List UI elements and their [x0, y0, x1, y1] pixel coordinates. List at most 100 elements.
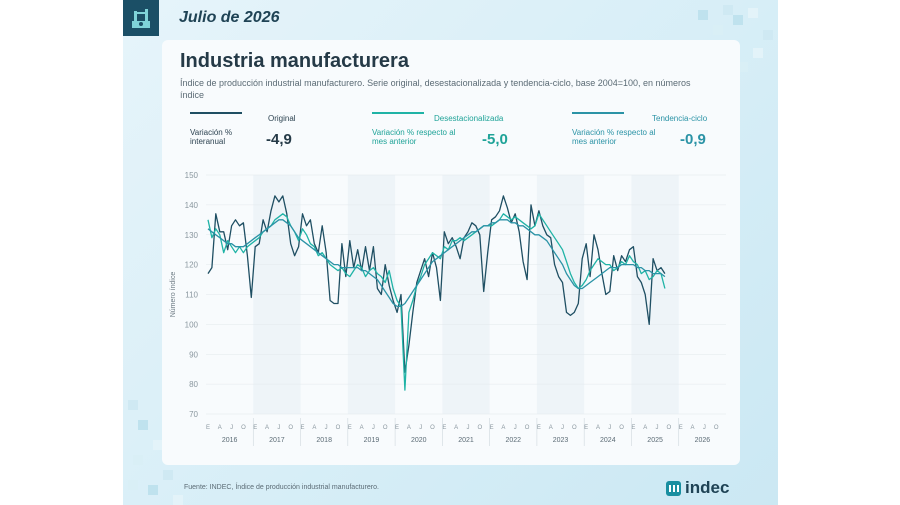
x-year-label: 2024 — [600, 437, 616, 444]
y-tick-label: 90 — [189, 350, 198, 359]
x-year-label: 2019 — [364, 437, 380, 444]
x-month-label: E — [253, 425, 257, 431]
x-month-label: J — [419, 425, 422, 431]
x-month-label: E — [679, 425, 683, 431]
x-month-label: J — [277, 425, 280, 431]
x-year-label: 2021 — [458, 437, 474, 444]
decorative-pixel — [723, 5, 733, 15]
y-tick-label: 110 — [185, 291, 198, 300]
x-month-label: O — [383, 425, 388, 431]
decorative-pixel — [763, 30, 773, 40]
x-month-label: E — [584, 425, 588, 431]
y-tick-label: 100 — [185, 320, 199, 329]
x-month-label: E — [206, 425, 210, 431]
x-month-label: O — [572, 425, 577, 431]
series-line-tendencia-ciclo — [207, 219, 666, 308]
x-month-label: J — [561, 425, 564, 431]
y-tick-label: 140 — [185, 201, 199, 210]
kpi-description: Variación % respecto al mes anterior — [372, 128, 456, 146]
header-badge — [123, 0, 159, 36]
x-year-label: 2023 — [553, 437, 569, 444]
production-index-chart: 70 80 90 100 110 120 130 140 150 Número índice E A J… — [170, 171, 726, 446]
decorative-pixel — [133, 455, 143, 465]
factory-icon — [132, 9, 150, 28]
decorative-pixel — [128, 400, 138, 410]
x-month-label: A — [360, 425, 364, 431]
x-year-label: 2020 — [411, 437, 427, 444]
report-date: Julio de 2026 — [179, 9, 280, 26]
x-month-label: A — [643, 425, 647, 431]
x-month-label: J — [703, 425, 706, 431]
indec-logo-icon — [666, 480, 681, 496]
x-month-label: O — [619, 425, 624, 431]
x-month-label: O — [714, 425, 719, 431]
kpi-value: -0,9 — [680, 131, 706, 148]
chart-card: Industria manufacturera Índice de produc… — [162, 40, 740, 491]
page-title: Industria manufacturera — [180, 50, 409, 72]
x-month-label: A — [549, 425, 553, 431]
x-month-label: A — [501, 425, 505, 431]
decorative-pixel — [713, 25, 723, 35]
series-line-desestacionalizada — [207, 213, 666, 391]
y-tick-label: 80 — [189, 380, 198, 389]
x-month-label: E — [348, 425, 352, 431]
x-month-label: O — [667, 425, 672, 431]
x-month-label: J — [230, 425, 233, 431]
y-tick-label: 150 — [185, 171, 199, 180]
kpi-name: Original — [268, 114, 296, 123]
decorative-pixel — [153, 440, 163, 450]
decorative-pixel — [733, 15, 743, 25]
chart-subtitle: Índice de producción industrial manufact… — [180, 78, 691, 100]
x-year-label: 2022 — [505, 437, 521, 444]
x-month-label: O — [525, 425, 530, 431]
kpi-description: Variación % respecto al mes anterior — [572, 128, 656, 146]
x-month-label: O — [477, 425, 482, 431]
kpi-value: -4,9 — [266, 131, 292, 148]
legend-swatch-tendencia — [572, 112, 624, 114]
legend-swatch-original — [190, 112, 242, 114]
decorative-pixel — [128, 480, 138, 490]
legend-swatch-desestacionalizada — [372, 112, 424, 114]
y-tick-label: 70 — [189, 410, 198, 419]
x-month-label: E — [631, 425, 635, 431]
x-month-label: A — [312, 425, 316, 431]
y-axis-label: Número índice — [170, 272, 177, 318]
kpi-description: Variación % interanual — [190, 128, 233, 146]
x-year-label: 2017 — [269, 437, 285, 444]
decorative-pixel — [698, 10, 708, 20]
kpi-name: Tendencia-ciclo — [652, 114, 708, 123]
x-month-label: A — [407, 425, 411, 431]
x-year-label: 2018 — [316, 437, 332, 444]
x-month-label: A — [596, 425, 600, 431]
indec-logo-text: indec — [685, 478, 730, 497]
decorative-pixel — [748, 8, 758, 18]
kpi-name: Desestacionalizada — [434, 114, 504, 123]
x-month-label: J — [656, 425, 659, 431]
x-month-label: J — [372, 425, 375, 431]
x-month-label: J — [325, 425, 328, 431]
x-month-label: O — [336, 425, 341, 431]
x-month-label: A — [691, 425, 695, 431]
kpi-value: -5,0 — [482, 131, 508, 148]
x-month-label: A — [454, 425, 458, 431]
x-month-label: O — [288, 425, 293, 431]
x-month-label: E — [442, 425, 446, 431]
decorative-pixel — [738, 62, 748, 72]
x-month-label: E — [537, 425, 541, 431]
decorative-pixel — [173, 495, 183, 505]
x-year-label: 2016 — [222, 437, 238, 444]
x-month-label: O — [430, 425, 435, 431]
x-month-label: E — [395, 425, 399, 431]
indec-logo: indec — [666, 478, 729, 498]
decorative-pixel — [138, 420, 148, 430]
x-month-label: A — [265, 425, 269, 431]
y-tick-label: 120 — [185, 261, 199, 270]
x-year-label: 2025 — [647, 437, 663, 444]
source-note: Fuente: INDEC, Índice de producción indu… — [184, 484, 379, 491]
y-tick-label: 130 — [185, 231, 199, 240]
x-month-label: J — [608, 425, 611, 431]
x-month-label: J — [466, 425, 469, 431]
decorative-pixel — [753, 48, 763, 58]
x-month-label: E — [490, 425, 494, 431]
decorative-pixel — [163, 470, 173, 480]
